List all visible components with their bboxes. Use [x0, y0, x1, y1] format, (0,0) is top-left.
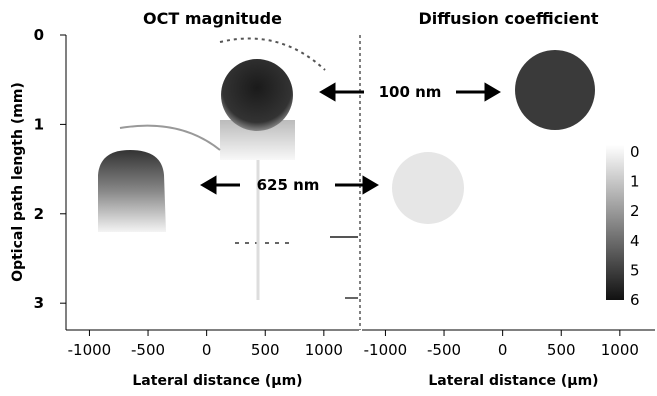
- x-tick-label: -500: [131, 341, 165, 359]
- x-axis-label: Lateral distance (μm): [428, 373, 598, 389]
- panel-title: OCT magnitude: [143, 9, 282, 28]
- y-tick-label: 3: [34, 294, 44, 312]
- figure: 100 nm 625 nm OCT magnitude-1000-5000500…: [0, 0, 657, 392]
- colorbar-label: 1: [630, 173, 640, 191]
- colorbar-label: 0: [630, 143, 640, 161]
- x-tick-label: 500: [251, 341, 280, 359]
- diffusion-image: [392, 50, 595, 224]
- y-axis-label: Optical path length (mm): [10, 82, 26, 282]
- oct-image: [98, 39, 358, 301]
- annotation: 100 nm: [379, 83, 442, 101]
- colorbar: [606, 145, 624, 300]
- x-axis-label: Lateral distance (μm): [132, 373, 302, 389]
- x-tick-label: -1000: [68, 341, 112, 359]
- colorbar-label: 4: [630, 232, 640, 250]
- colorbar-label: 5: [630, 261, 640, 279]
- colorbar-label: 2: [630, 202, 640, 220]
- x-tick-label: -500: [427, 341, 461, 359]
- panel-title: Diffusion coefficient: [418, 9, 598, 28]
- x-tick-label: 500: [547, 341, 576, 359]
- x-tick-label: 1000: [305, 341, 343, 359]
- x-tick-label: 0: [202, 341, 212, 359]
- x-tick-label: 0: [498, 341, 508, 359]
- x-tick-label: -1000: [364, 341, 408, 359]
- colorbar-label: 6: [630, 291, 640, 309]
- x-tick-label: 1000: [601, 341, 639, 359]
- y-tick-label: 0: [34, 26, 44, 44]
- y-tick-label: 2: [34, 205, 44, 223]
- annotation: 625 nm: [257, 176, 320, 194]
- y-tick-label: 1: [34, 115, 44, 133]
